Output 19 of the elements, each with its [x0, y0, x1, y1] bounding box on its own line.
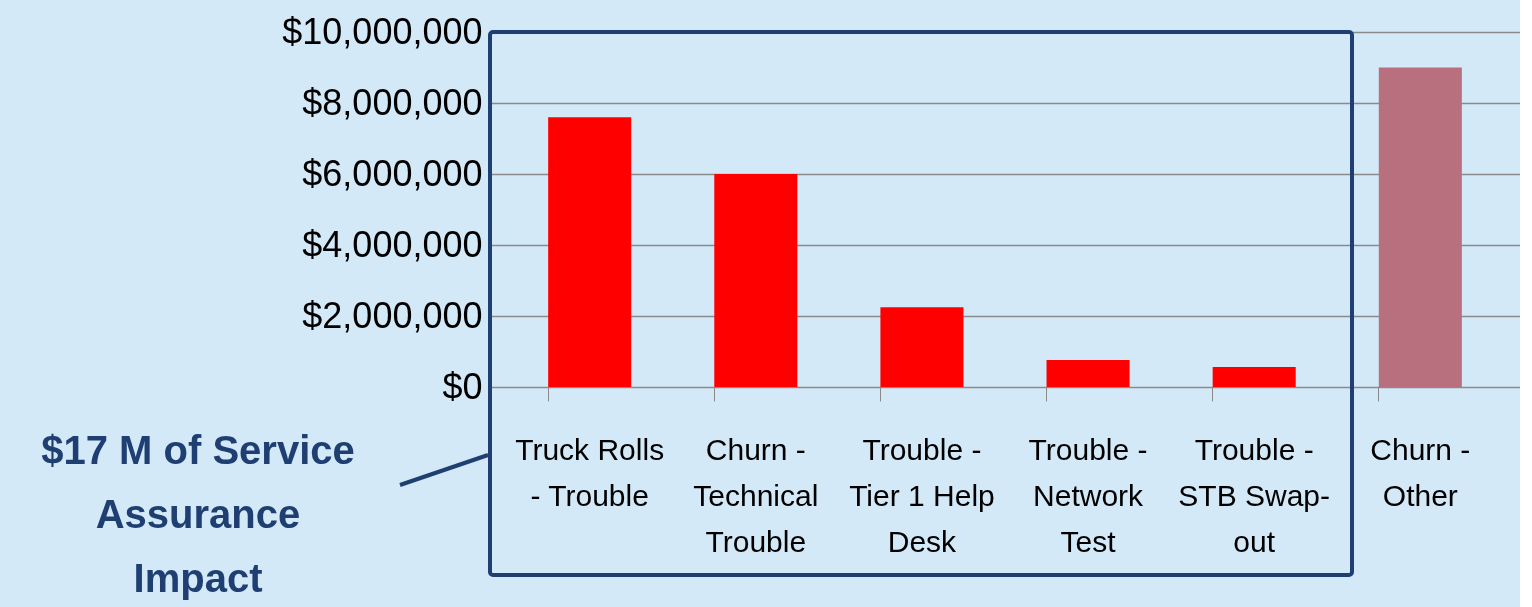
bar [548, 117, 632, 387]
y-tick-label: $2,000,000 [302, 294, 483, 336]
text: $17 M of Service Assurance Impact [41, 428, 355, 600]
bar [880, 307, 964, 387]
bar [714, 174, 798, 387]
bar [1046, 360, 1130, 387]
x-tick-label: Truck Rolls - Trouble [515, 432, 665, 512]
x-tick-label: Trouble - Tier 1 Help Desk [849, 432, 995, 558]
x-tick-label: Trouble - Network Test [1028, 432, 1148, 558]
x-tick-label: Trouble - STB Swap-out [1178, 432, 1331, 558]
y-tick-label: $0 [442, 365, 483, 407]
bar [1212, 367, 1296, 387]
y-tick-label: $6,000,000 [302, 152, 483, 194]
bar [1378, 67, 1462, 387]
y-tick-label: $4,000,000 [302, 223, 483, 265]
y-tick-label: $10,000,000 [282, 10, 483, 52]
x-tick-label: Churn - Other [1370, 432, 1471, 512]
y-tick-label: $8,000,000 [302, 81, 483, 123]
x-tick-label: Churn - Technical Trouble [693, 432, 819, 558]
